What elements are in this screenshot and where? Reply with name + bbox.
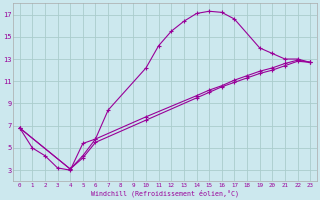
X-axis label: Windchill (Refroidissement éolien,°C): Windchill (Refroidissement éolien,°C) [91,189,239,197]
